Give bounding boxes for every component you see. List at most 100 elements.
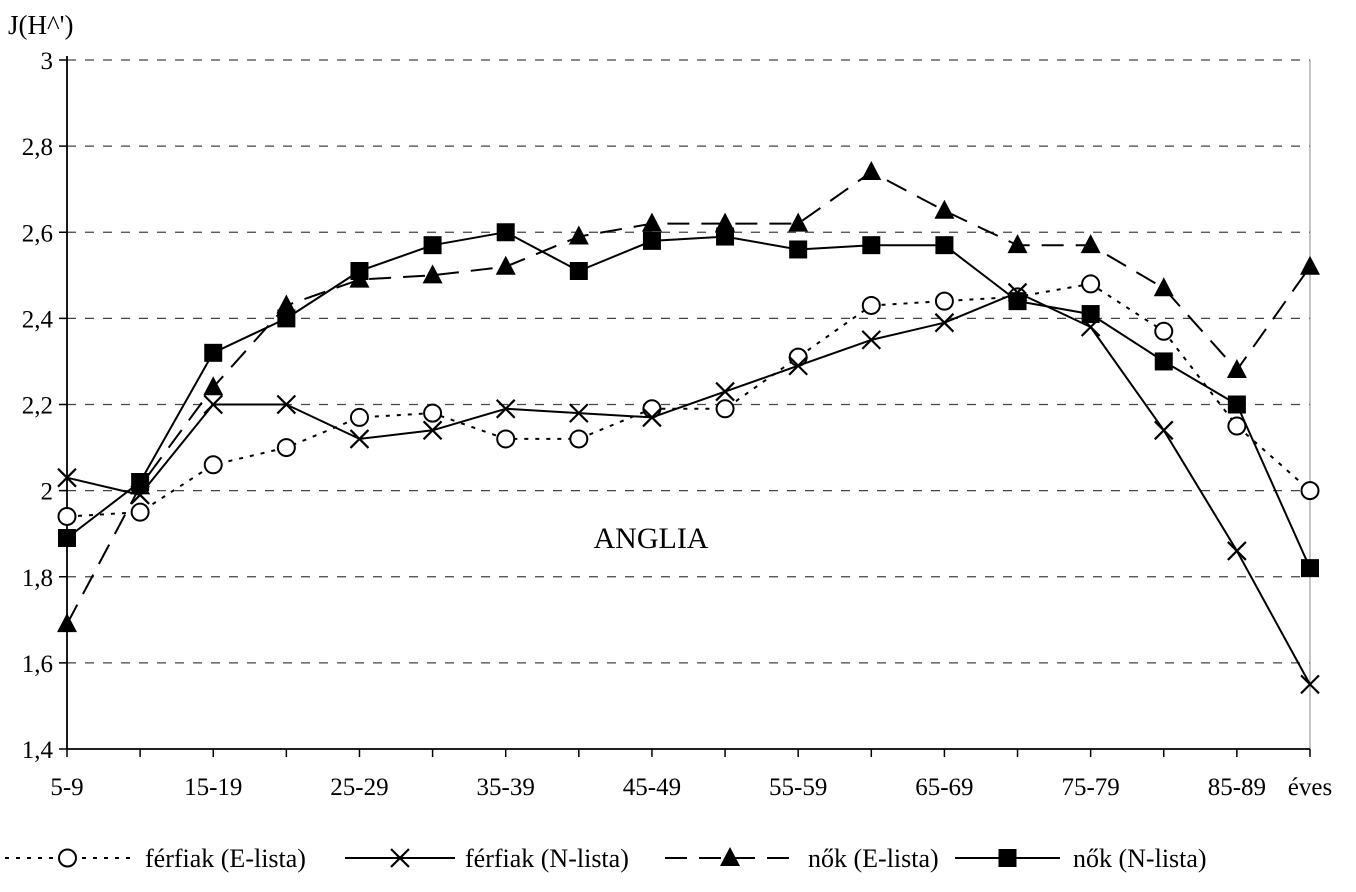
data-point (1081, 305, 1100, 324)
data-point (934, 291, 954, 311)
x-tick-label: 25-29 (330, 774, 388, 801)
y-tick-label: 2,2 (22, 393, 53, 420)
data-point (423, 403, 443, 423)
data-point (276, 394, 297, 415)
data-point (1226, 359, 1247, 379)
data-point (276, 294, 297, 314)
data-point (495, 255, 516, 275)
data-point (715, 399, 735, 419)
x-tick-label: 65-69 (915, 774, 973, 801)
legend-item-3: nők (E-lista) (665, 844, 939, 873)
data-point (496, 429, 516, 449)
data-point (390, 848, 410, 868)
data-point (1227, 416, 1247, 436)
data-point (350, 262, 369, 281)
data-point (1007, 234, 1028, 254)
data-point (57, 613, 77, 633)
chart-annotation: ANGLIA (594, 522, 709, 555)
series-line (66, 231, 1311, 569)
data-point (788, 212, 809, 232)
series-line (66, 282, 1311, 518)
legend-item-2: férfiak (N-lista) (345, 844, 629, 873)
series-line (66, 291, 1311, 685)
data-point (934, 199, 955, 219)
data-point (1153, 277, 1174, 297)
legend-item-4: nők (N-lista) (955, 844, 1207, 873)
x-tick-label: 75-79 (1061, 774, 1119, 801)
data-point (716, 227, 735, 246)
series-3 (57, 160, 1320, 633)
data-point (1008, 292, 1027, 311)
x-tick-label: 5-9 (50, 774, 83, 801)
data-point (642, 231, 661, 250)
legend: férfiak (E-lista) férfiak (N-lista) nők (E… (5, 844, 1207, 873)
data-point (569, 429, 589, 449)
data-point (934, 312, 955, 333)
data-point (495, 399, 516, 419)
data-point (715, 381, 735, 402)
data-point (1154, 321, 1174, 341)
legend-label: nők (N-lista) (1073, 844, 1207, 873)
data-point (715, 212, 736, 232)
y-axis-label: J(H^') (8, 10, 74, 40)
x-tick-label: 15-19 (184, 774, 242, 801)
data-point (1227, 541, 1247, 561)
data-point (861, 295, 881, 315)
data-point (641, 212, 662, 232)
y-tick-label: 2 (41, 479, 54, 506)
data-point (423, 236, 442, 255)
series-2 (57, 282, 1320, 695)
data-point (496, 223, 515, 242)
data-point (203, 394, 224, 415)
data-point (569, 262, 588, 281)
data-point (58, 848, 77, 868)
data-point (204, 343, 223, 362)
data-point (1154, 352, 1173, 371)
data-point (1300, 674, 1320, 695)
x-tick-label: éves (1288, 774, 1332, 801)
legend-item-1: férfiak (E-lista) (5, 844, 306, 873)
data-point (720, 847, 740, 866)
y-tick-label: 1,4 (22, 737, 54, 764)
y-tick-label: 1,8 (22, 565, 53, 592)
legend-label: férfiak (E-lista) (145, 844, 306, 873)
legend-label: férfiak (N-lista) (465, 844, 629, 873)
data-point (861, 160, 882, 180)
data-point (788, 355, 808, 376)
data-point (203, 455, 223, 475)
legend-label: nők (E-lista) (808, 844, 939, 873)
y-tick-label: 2,6 (22, 220, 53, 247)
y-tick-labels: 1,4 1,6 1,8 2 2,2 2,4 2,6 2,8 3 (22, 48, 54, 764)
data-point (789, 240, 808, 259)
data-point (349, 429, 370, 449)
series-line (66, 171, 1311, 625)
data-point (998, 849, 1017, 867)
data-point (422, 264, 443, 284)
x-tick-label: 55-59 (769, 774, 827, 801)
data-point (935, 236, 954, 255)
data-point (58, 528, 76, 547)
y-tick-label: 2,4 (22, 306, 54, 333)
data-point (57, 506, 77, 526)
data-point (568, 225, 589, 245)
data-point (1301, 559, 1319, 578)
grid-lines (67, 59, 1310, 664)
data-point (1227, 395, 1246, 414)
axes (59, 56, 1311, 757)
data-point (349, 407, 369, 427)
data-point (277, 309, 296, 328)
data-point (1300, 255, 1320, 275)
series (57, 160, 1320, 695)
data-point (1081, 274, 1101, 294)
series-4 (58, 223, 1319, 578)
data-point (1153, 420, 1174, 441)
data-point (203, 376, 224, 396)
data-point (276, 438, 296, 458)
x-tick-label: 35-39 (477, 774, 535, 801)
series-1 (57, 274, 1320, 526)
data-point (130, 502, 150, 522)
x-tick-labels: 5-9 15-19 25-29 35-39 45-49 55-59 65-69 75-79 85… (50, 774, 1332, 801)
data-point (57, 467, 77, 488)
x-tick-label: 45-49 (623, 774, 681, 801)
